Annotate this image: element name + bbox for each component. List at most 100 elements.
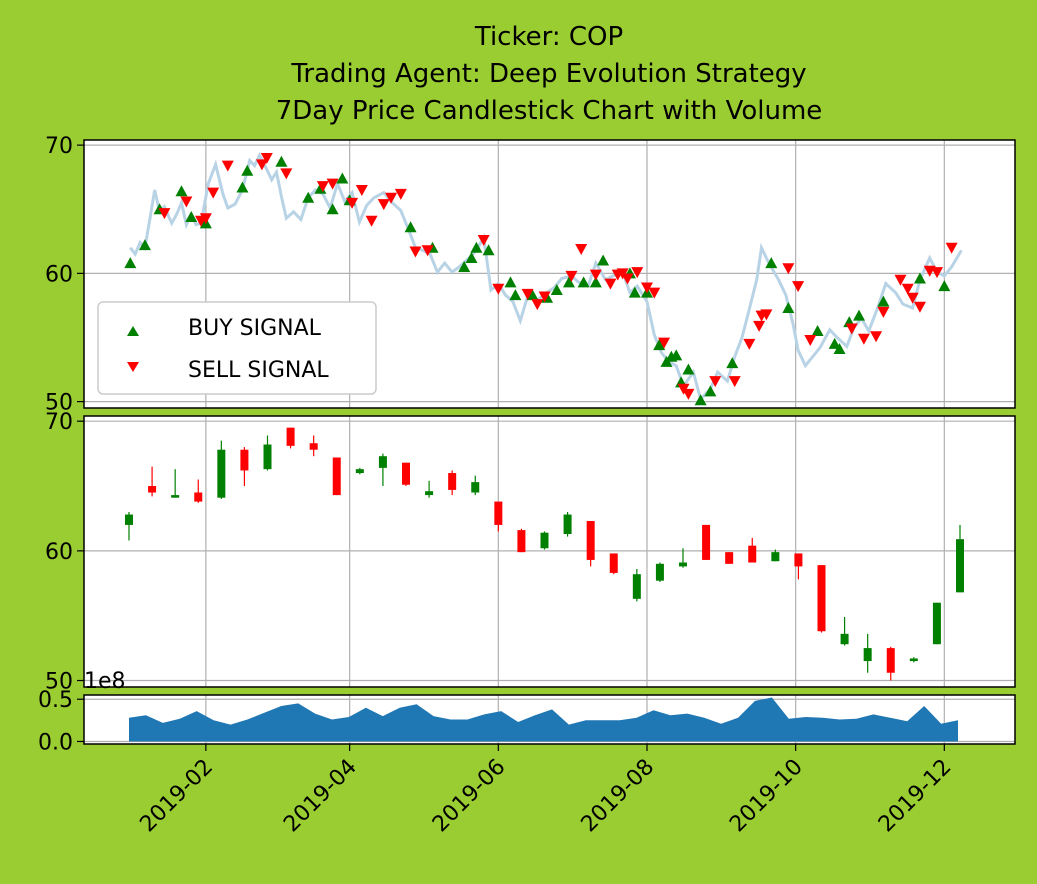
sell-signal-marker xyxy=(394,188,407,200)
x-tick-label: 2019-10 xyxy=(725,755,808,838)
candle-body xyxy=(425,491,434,496)
sell-signal-markers xyxy=(158,152,958,400)
candle-body xyxy=(217,449,226,498)
candle-body xyxy=(956,539,964,593)
buy-signal-marker xyxy=(185,210,198,222)
candle-body xyxy=(863,648,872,662)
candle xyxy=(517,528,526,553)
volume-panel: 0.0 0.5 1e8 xyxy=(38,669,1016,755)
y-tick-label: 50 xyxy=(45,670,73,695)
candle xyxy=(263,435,272,471)
sell-signal-marker xyxy=(845,323,858,335)
sell-signal-marker xyxy=(221,160,234,172)
sell-signal-marker xyxy=(377,199,390,211)
candle xyxy=(702,524,711,560)
legend-sell-marker xyxy=(127,362,139,372)
candle-body xyxy=(286,427,295,446)
candle-body xyxy=(402,462,410,485)
candle xyxy=(355,467,364,475)
buy-signal-marker xyxy=(877,295,890,307)
candle-body xyxy=(632,574,641,599)
candle-body xyxy=(263,444,272,470)
candle-body xyxy=(609,553,618,573)
candle-body xyxy=(817,565,826,632)
candle-body xyxy=(540,532,549,549)
candle xyxy=(471,475,480,496)
buy-signal-marker xyxy=(938,280,951,292)
sell-signal-marker xyxy=(575,243,588,255)
sell-signal-marker xyxy=(894,274,907,286)
candle-body xyxy=(378,456,387,468)
sell-signal-marker xyxy=(782,263,795,275)
candle xyxy=(217,440,226,499)
buy-signal-marker xyxy=(465,251,478,263)
candle-body xyxy=(517,530,526,553)
buy-signal-marker xyxy=(336,172,349,184)
x-tick-label: 2019-12 xyxy=(874,755,957,838)
sell-signal-marker xyxy=(255,159,268,171)
candle xyxy=(402,462,410,487)
buy-signal-markers xyxy=(124,155,951,406)
sell-signal-marker xyxy=(260,152,273,164)
sell-signal-marker xyxy=(326,178,339,190)
candle-body xyxy=(448,473,457,490)
y-tick-label: 50 xyxy=(45,391,73,416)
candle xyxy=(171,469,180,498)
candle-body xyxy=(794,553,803,567)
candle xyxy=(125,511,133,541)
sell-signal-marker xyxy=(906,292,919,304)
buy-signal-marker xyxy=(509,289,522,301)
chart-title: Ticker: COP Trading Agent: Deep Evolutio… xyxy=(276,22,823,126)
legend-sell-label: SELL SIGNAL xyxy=(188,358,329,383)
sell-signal-marker xyxy=(760,309,773,321)
sell-signal-marker xyxy=(565,270,578,282)
candle xyxy=(655,562,664,582)
buy-signal-marker xyxy=(562,276,575,288)
title-line-2: Trading Agent: Deep Evolution Strategy xyxy=(290,59,806,89)
buy-signal-marker xyxy=(670,349,683,361)
sell-signal-marker xyxy=(621,273,634,285)
sell-signal-marker xyxy=(365,215,378,227)
candle xyxy=(817,565,826,633)
sell-signal-marker xyxy=(792,281,805,293)
sell-signal-marker xyxy=(199,213,212,225)
sell-signal-marker xyxy=(409,246,422,258)
sell-signal-marker xyxy=(857,333,870,345)
price-panel-grid xyxy=(84,140,1015,408)
candle xyxy=(332,457,341,496)
x-tick-label: 2019-04 xyxy=(279,755,362,838)
buy-signal-marker xyxy=(458,260,471,272)
buy-signal-marker xyxy=(577,276,590,288)
volume-area xyxy=(129,697,958,742)
candle xyxy=(494,501,503,532)
candle-body xyxy=(563,514,572,534)
candle-body xyxy=(886,648,895,673)
sell-signal-marker xyxy=(477,235,490,247)
legend: BUY SIGNAL SELL SIGNAL xyxy=(97,301,377,395)
candles xyxy=(125,427,964,681)
sell-signal-marker xyxy=(648,287,661,299)
candle xyxy=(448,470,457,496)
candle xyxy=(909,657,918,663)
candle xyxy=(563,511,572,537)
buy-signal-marker xyxy=(175,185,188,197)
candle-panel-bg xyxy=(84,416,1015,687)
candle-body xyxy=(494,501,503,525)
candle xyxy=(932,602,941,645)
volume-panel-frame xyxy=(83,694,1016,745)
candle xyxy=(194,479,203,503)
candle-body xyxy=(748,545,757,563)
buy-signal-marker xyxy=(765,257,778,269)
candle-panel-frame xyxy=(83,415,1016,688)
candle-body xyxy=(725,552,734,564)
buy-signal-marker xyxy=(628,286,641,298)
candle-body xyxy=(148,486,157,493)
candle-body xyxy=(655,563,664,581)
sell-signal-marker xyxy=(421,245,434,257)
sell-signal-marker xyxy=(804,335,817,347)
y-tick-label: 60 xyxy=(45,540,73,565)
legend-box xyxy=(97,301,377,395)
buy-signal-marker xyxy=(326,203,339,215)
y-tick-label: 0.5 xyxy=(38,688,73,713)
buy-signal-marker xyxy=(275,155,288,167)
